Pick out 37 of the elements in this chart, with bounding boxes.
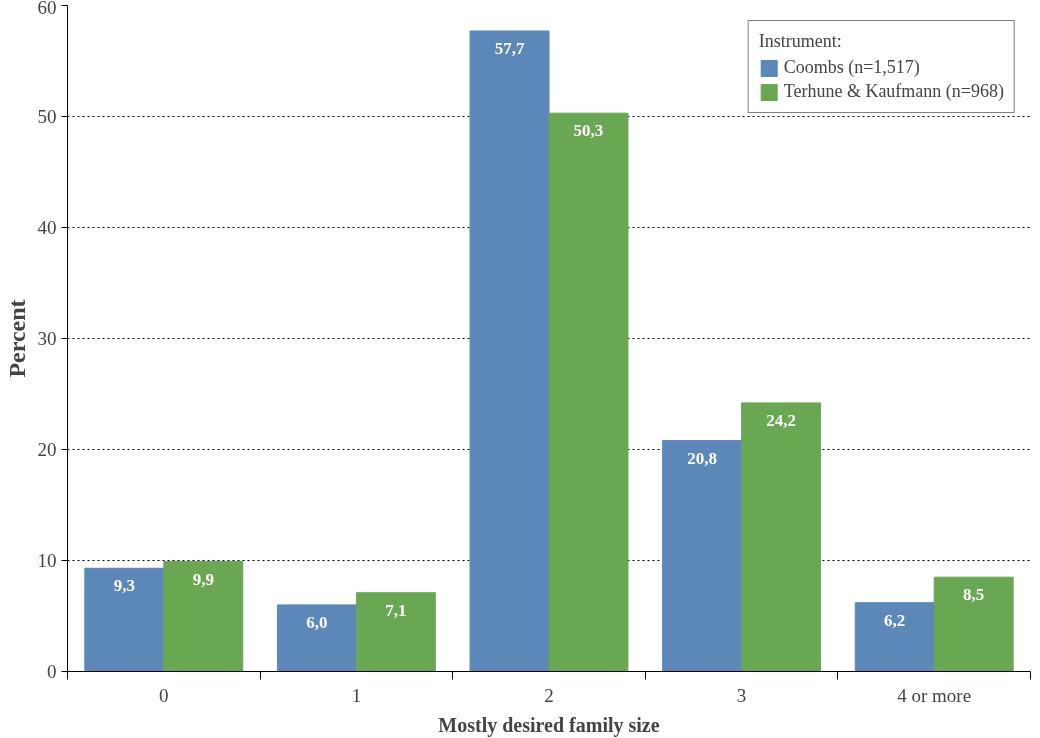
data-label: 20,8 [687, 448, 717, 468]
y-axis-title: Percent [3, 299, 30, 378]
x-tick-label: 0 [159, 684, 169, 706]
bar [355, 592, 436, 672]
bar [276, 604, 357, 672]
x-tick-label: 2 [544, 684, 554, 706]
y-tick-label: 50 [37, 106, 57, 127]
data-label: 8,5 [963, 585, 985, 605]
x-tick-label: 3 [736, 684, 747, 706]
data-label: 50,3 [573, 121, 604, 141]
data-label: 6,0 [306, 612, 328, 632]
bar [933, 576, 1014, 672]
y-tick-label: 10 [37, 550, 57, 571]
y-tick-label: 20 [37, 439, 57, 460]
legend-label: Coombs (n=1,517) [783, 57, 920, 78]
bar [548, 112, 629, 672]
bar [84, 567, 165, 672]
y-tick-label: 60 [37, 0, 57, 18]
bar [163, 561, 244, 672]
x-axis-title: Mostly desired family size [438, 713, 660, 737]
legend-title: Instrument: [758, 31, 843, 52]
data-label: 9,9 [192, 569, 214, 589]
bar [854, 602, 935, 672]
bar [741, 402, 822, 672]
data-label: 57,7 [494, 39, 525, 59]
x-tick-label: 4 or more [897, 684, 972, 706]
data-label: 9,3 [113, 576, 135, 596]
y-tick-label: 30 [37, 328, 57, 349]
bar [662, 440, 743, 672]
bar [469, 30, 550, 672]
data-label: 24,2 [766, 410, 796, 430]
data-label: 7,1 [385, 600, 407, 620]
y-tick-label: 40 [37, 217, 57, 238]
y-tick-label: 0 [47, 661, 57, 682]
legend-label: Terhune & Kaufmann (n=968) [783, 81, 1004, 102]
data-label: 6,2 [884, 610, 906, 630]
x-tick-label: 1 [351, 684, 362, 706]
